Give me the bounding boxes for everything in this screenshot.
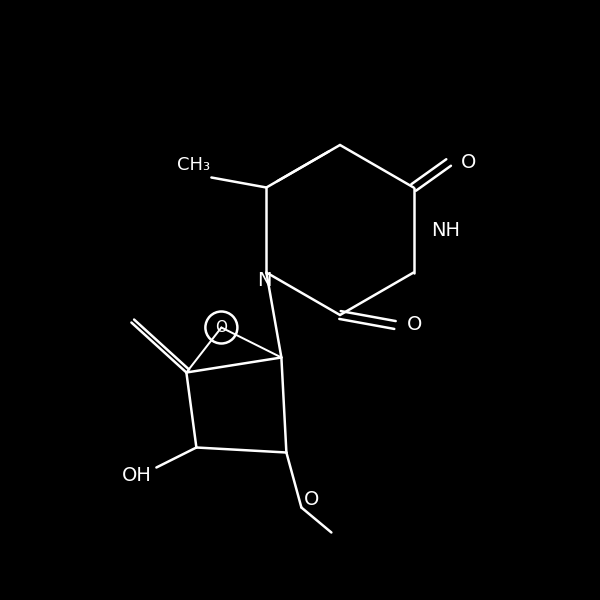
- Text: O: O: [407, 316, 422, 335]
- Text: O: O: [215, 320, 227, 335]
- Text: N: N: [257, 271, 272, 290]
- Text: CH₃: CH₃: [177, 157, 210, 175]
- Text: NH: NH: [431, 220, 460, 239]
- Text: O: O: [304, 490, 319, 509]
- Text: O: O: [461, 153, 476, 172]
- Text: OH: OH: [121, 466, 151, 485]
